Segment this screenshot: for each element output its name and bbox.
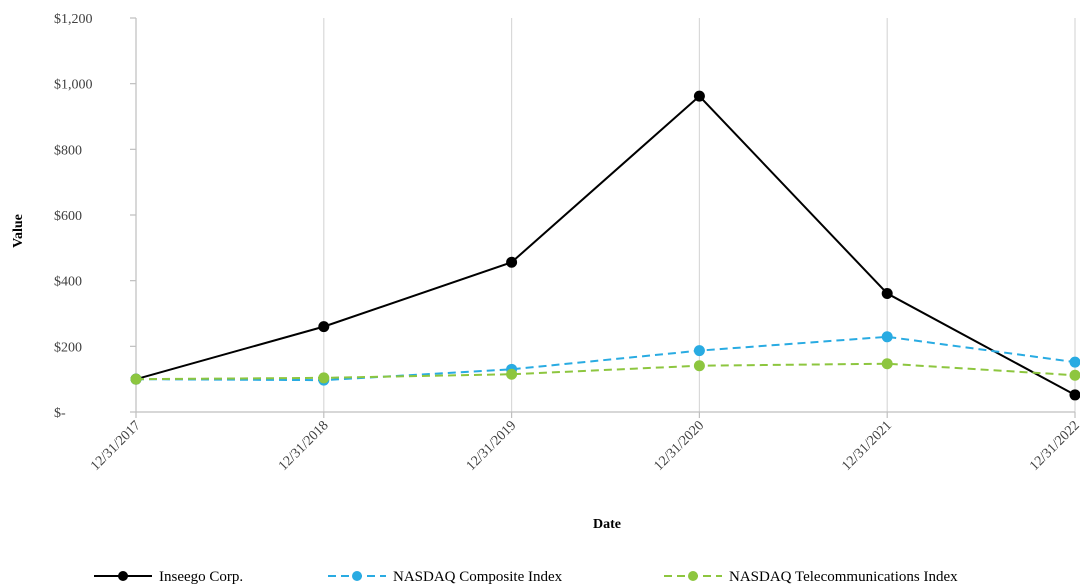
- series-3: [130, 358, 1080, 385]
- y-tick-label: $600: [54, 209, 82, 224]
- y-tick-label: $1,000: [54, 78, 93, 93]
- x-tick-label: 12/31/2019: [464, 418, 520, 474]
- y-tick-label: $-: [54, 406, 66, 421]
- data-point: [693, 345, 705, 357]
- legend-entry: NASDAQ Telecommunications Index: [664, 569, 958, 585]
- data-point: [881, 331, 893, 343]
- legend-entry: Inseego Corp.: [94, 569, 243, 585]
- legend-swatch-marker: [118, 571, 128, 581]
- y-tick-label: $400: [54, 275, 82, 290]
- x-tick-label: 12/31/2018: [276, 418, 332, 474]
- legend-label: NASDAQ Composite Index: [393, 569, 563, 585]
- x-tick-label: 12/31/2017: [88, 418, 144, 474]
- data-point: [1069, 369, 1080, 381]
- legend-entry: NASDAQ Composite Index: [328, 569, 563, 585]
- y-tick-label: $1,200: [54, 12, 93, 27]
- data-point: [693, 360, 705, 372]
- series-line: [135, 335, 1076, 382]
- data-point: [318, 321, 330, 333]
- legend-swatch-marker: [352, 571, 362, 581]
- y-tick-label: $800: [54, 143, 82, 158]
- legend-label: Inseego Corp.: [159, 569, 243, 585]
- series-lines: [130, 90, 1080, 401]
- x-tick-label: 12/31/2022: [1027, 418, 1080, 474]
- data-point: [693, 90, 705, 102]
- x-tick-label: 12/31/2021: [839, 418, 895, 474]
- y-tick-label: $200: [54, 340, 82, 355]
- series-line: [135, 362, 1076, 381]
- legend-swatch-marker: [688, 571, 698, 581]
- x-tick-label: 12/31/2020: [652, 418, 708, 474]
- data-point: [881, 287, 893, 299]
- tick-labels: $- $200 $400 $600 $800 $1,000 $1,200 12/31/2017…: [54, 12, 1080, 474]
- legend: Inseego Corp. NASDAQ Composite Index NASDA…: [94, 569, 958, 585]
- y-axis-title: Value: [11, 214, 26, 248]
- data-point: [1069, 389, 1080, 401]
- data-point: [130, 373, 142, 385]
- data-point: [506, 368, 518, 380]
- data-point: [1069, 356, 1080, 368]
- data-point: [881, 358, 893, 370]
- series-1: [130, 90, 1080, 401]
- data-point: [506, 256, 518, 268]
- series-line: [135, 94, 1076, 396]
- axes: [130, 17, 1076, 418]
- grid-lines: [323, 18, 1076, 412]
- data-point: [318, 372, 330, 384]
- x-axis-title: Date: [593, 517, 621, 532]
- legend-label: NASDAQ Telecommunications Index: [729, 569, 958, 585]
